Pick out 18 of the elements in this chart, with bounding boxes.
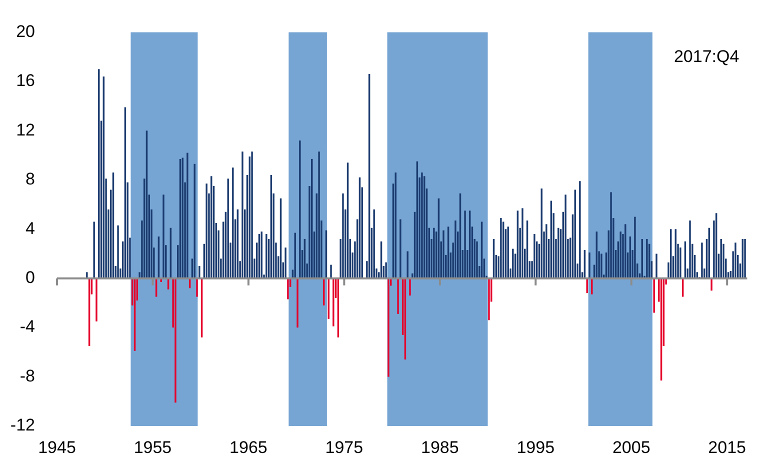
x-tick-label: 2005: [612, 438, 650, 457]
x-tick-label: 1985: [420, 438, 459, 457]
annotation: 2017:Q4: [674, 46, 740, 66]
y-tick-label: 0: [26, 268, 35, 288]
x-tick-label: 2015: [708, 438, 746, 457]
y-tick-label: 12: [16, 120, 35, 140]
x-tick-label: 1965: [230, 438, 268, 457]
y-tick-label: 8: [26, 170, 35, 189]
y-tick-label: 16: [16, 71, 35, 90]
y-tick-label: 4: [26, 218, 35, 238]
y-tick-label: -8: [20, 366, 35, 386]
y-tick-label: 20: [16, 22, 35, 41]
y-tick-label: -4: [20, 317, 35, 336]
x-tick-label: 1945: [38, 438, 76, 457]
y-tick-label: -12: [10, 416, 35, 435]
x-tick-label: 1975: [325, 438, 364, 457]
x-tick-label: 1995: [516, 438, 555, 457]
x-tick-label: 1955: [134, 438, 172, 457]
